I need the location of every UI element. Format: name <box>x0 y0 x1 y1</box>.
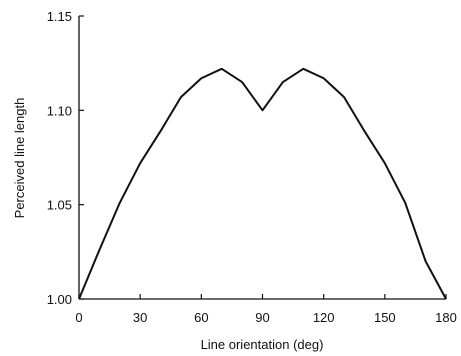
x-ticks: 0 30 60 90 120 150 180 <box>75 294 457 325</box>
series-line <box>78 67 447 300</box>
x-tick-label: 0 <box>75 310 82 325</box>
y-axis-label: Perceived line length <box>12 98 27 219</box>
x-tick-label: 120 <box>313 310 335 325</box>
x-axis-label: Line orientation (deg) <box>201 337 324 352</box>
y-tick-label: 1.00 <box>47 292 72 307</box>
x-tick-label: 60 <box>194 310 208 325</box>
x-tick-label: 30 <box>133 310 147 325</box>
x-tick-label: 90 <box>255 310 269 325</box>
x-tick-label: 150 <box>374 310 396 325</box>
y-tick-label: 1.05 <box>47 198 72 213</box>
series-layer <box>78 67 447 300</box>
axes <box>78 16 446 300</box>
y-ticks: 1.00 1.05 1.10 1.15 <box>47 9 84 307</box>
y-tick-label: 1.15 <box>47 9 72 24</box>
x-tick-label: 180 <box>435 310 457 325</box>
y-tick-label: 1.10 <box>47 103 72 118</box>
